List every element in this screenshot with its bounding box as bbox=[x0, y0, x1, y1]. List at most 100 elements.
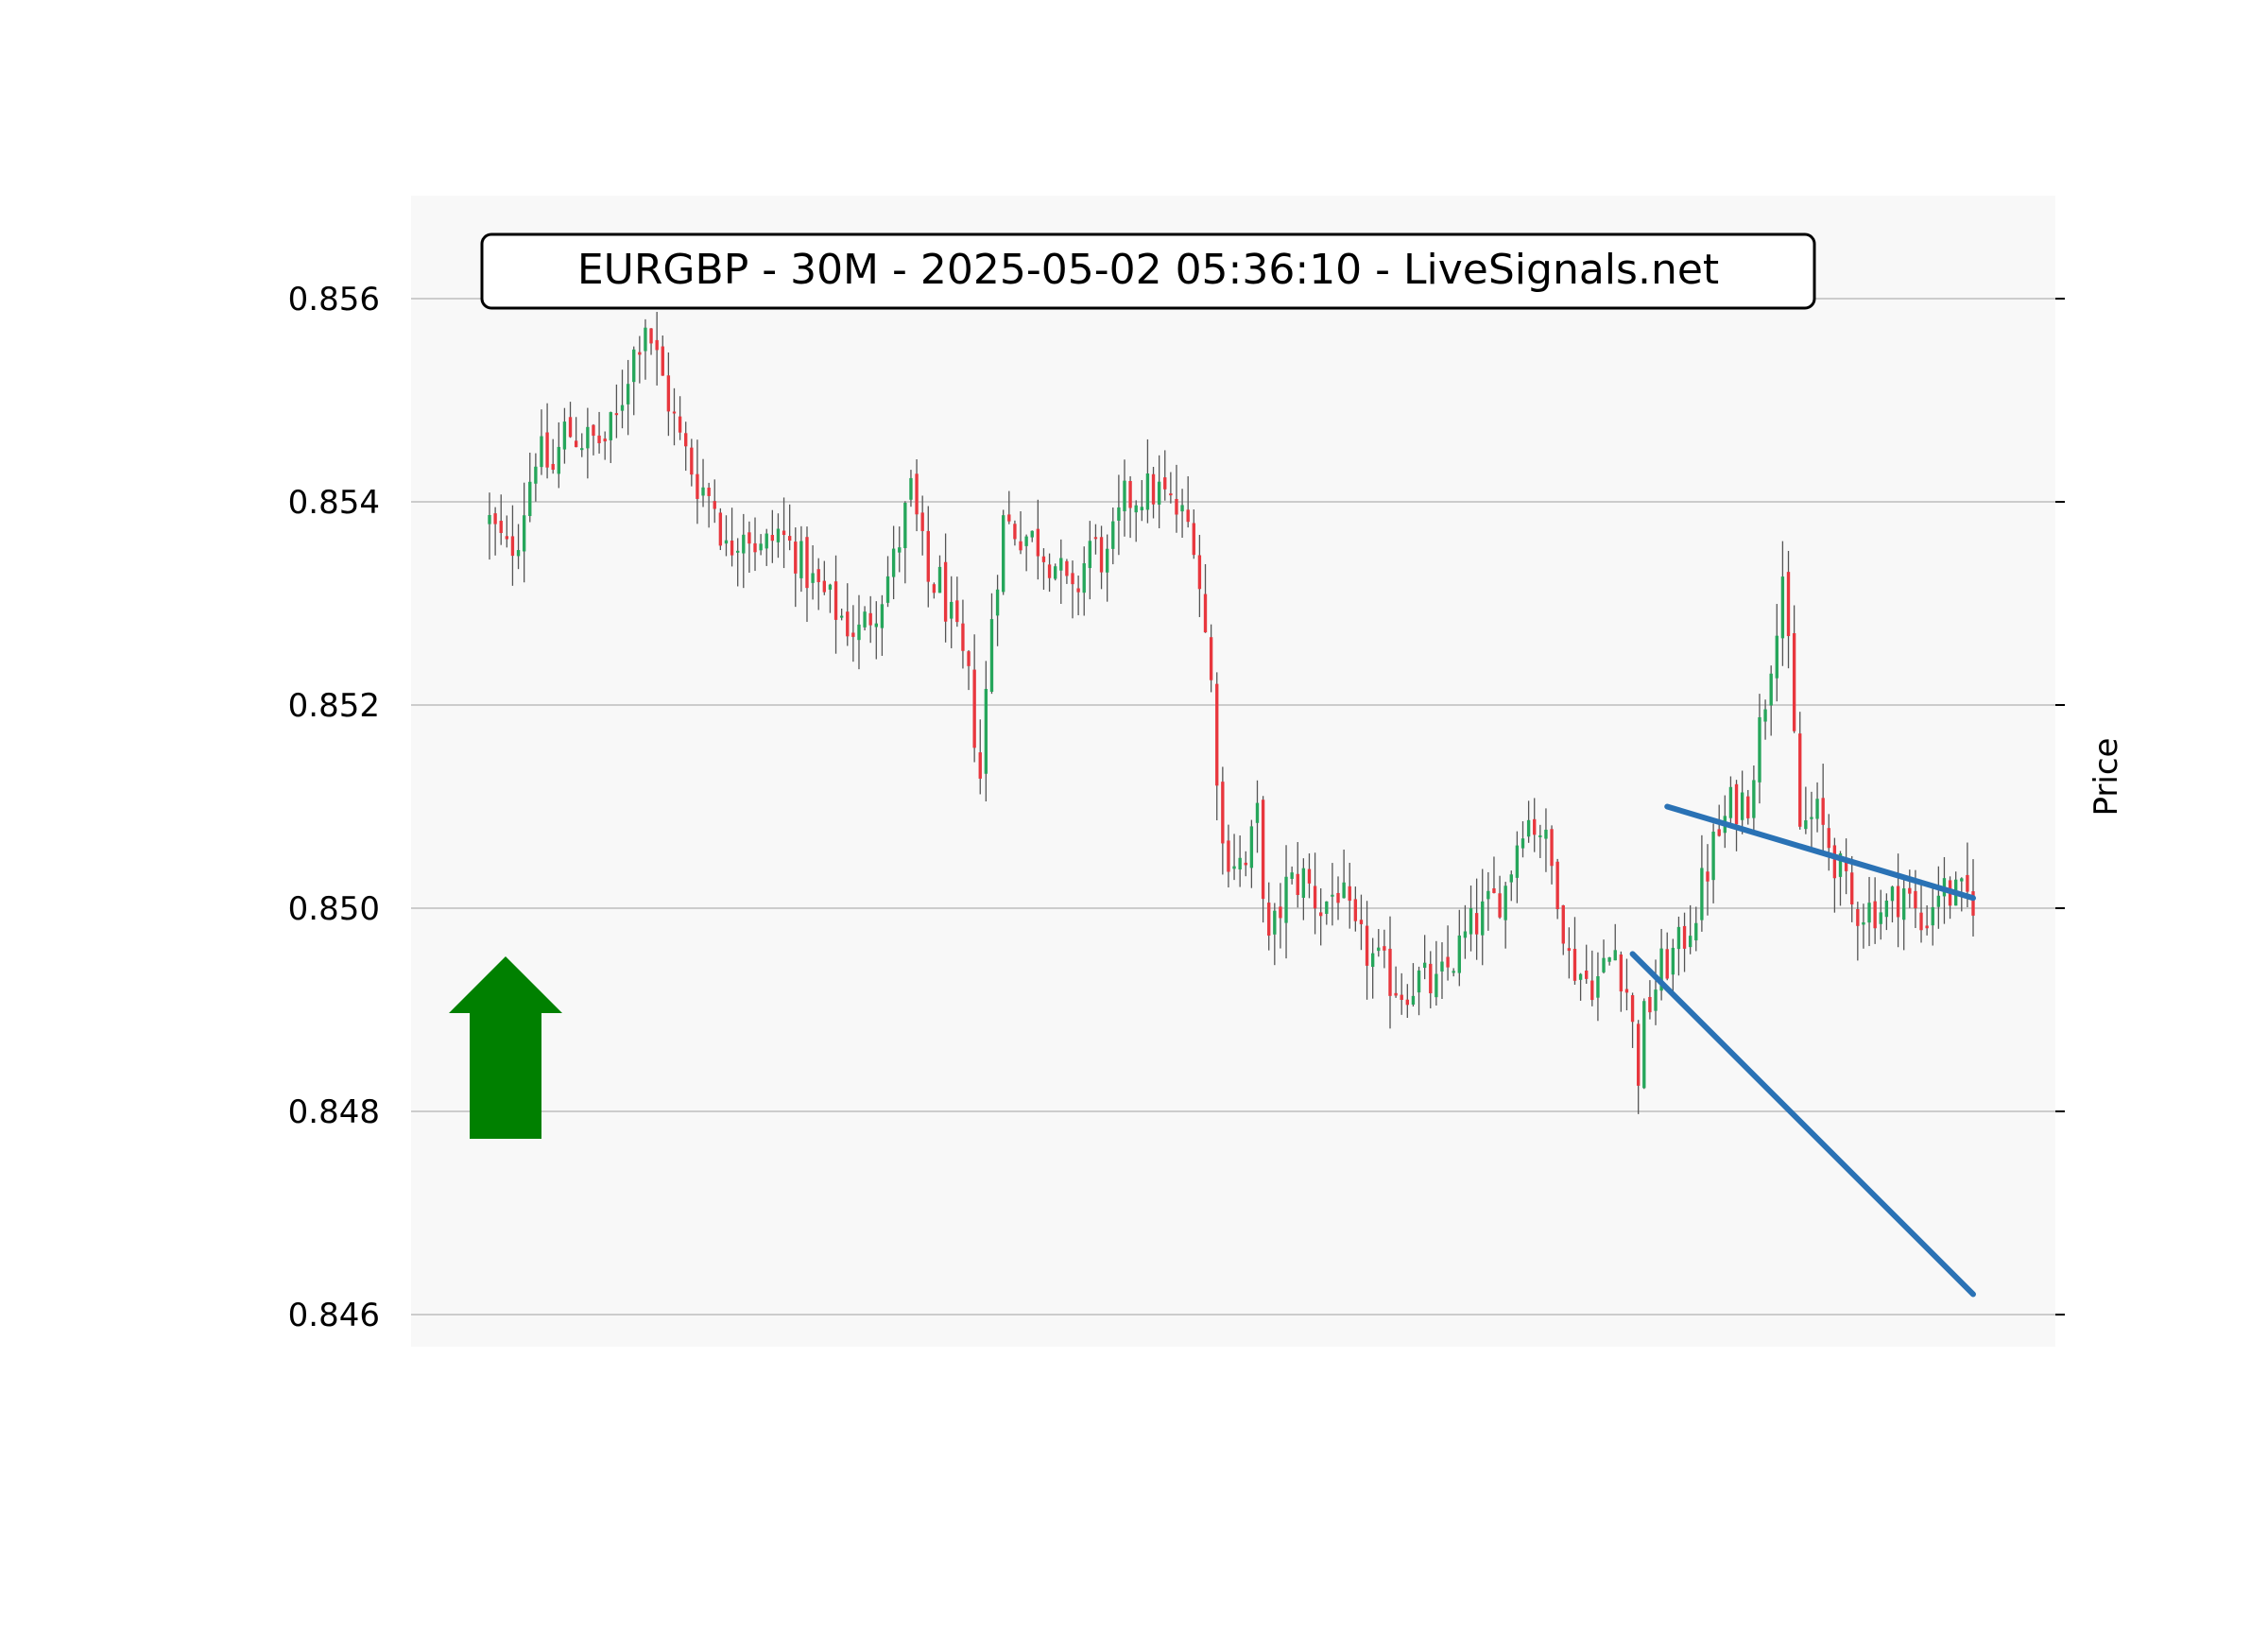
y-axis-label: Price bbox=[2088, 738, 2125, 817]
candle-down bbox=[972, 669, 976, 748]
candle-up bbox=[1180, 505, 1184, 512]
candle-down bbox=[505, 536, 509, 540]
candle-up bbox=[1486, 890, 1490, 900]
candle-down bbox=[1624, 989, 1629, 993]
candle-down bbox=[943, 561, 948, 622]
candle-down bbox=[1128, 480, 1132, 508]
candle-up bbox=[1290, 872, 1294, 879]
candle-up bbox=[903, 503, 907, 548]
candle-up bbox=[1342, 882, 1346, 899]
candle-down bbox=[1555, 861, 1559, 910]
candle-down bbox=[1019, 541, 1022, 551]
candle-up bbox=[1463, 931, 1468, 938]
candle-up bbox=[1325, 901, 1329, 914]
candle-up bbox=[632, 349, 636, 383]
candle-up bbox=[488, 514, 491, 525]
candle-down bbox=[1065, 560, 1069, 576]
candle-up bbox=[1002, 515, 1005, 593]
candle-up bbox=[1024, 536, 1028, 546]
candle-down bbox=[1383, 946, 1386, 951]
candle-down bbox=[1446, 956, 1450, 968]
candle-down bbox=[1821, 798, 1825, 825]
candle-down bbox=[851, 632, 855, 637]
candle-up bbox=[1578, 973, 1583, 980]
candle-down bbox=[1919, 912, 1923, 931]
candle-up bbox=[1931, 906, 1934, 926]
candle-down bbox=[1041, 556, 1046, 562]
candle-down bbox=[1850, 872, 1854, 905]
candle-up bbox=[557, 446, 560, 474]
candle-up bbox=[1740, 792, 1744, 820]
candle-up bbox=[765, 533, 768, 549]
candle-down bbox=[1832, 845, 1837, 879]
candle-up bbox=[609, 412, 612, 440]
candle-up bbox=[1140, 507, 1143, 511]
candle-down bbox=[568, 417, 573, 438]
candle-down bbox=[1071, 573, 1074, 585]
candle-up bbox=[909, 477, 913, 500]
candle-down bbox=[1561, 904, 1565, 944]
candle-down bbox=[1585, 971, 1589, 979]
candle-down bbox=[1827, 828, 1830, 849]
candle-up bbox=[1758, 716, 1761, 783]
candle-down bbox=[1307, 869, 1312, 884]
candle-up bbox=[620, 404, 625, 411]
candle-up bbox=[586, 426, 590, 449]
candle-up bbox=[1862, 921, 1865, 925]
candle-down bbox=[1013, 524, 1017, 540]
candle-down bbox=[1856, 909, 1860, 926]
candle-down bbox=[1244, 862, 1247, 866]
candle-down bbox=[967, 651, 971, 666]
y-tick-label: 0.848 bbox=[288, 1093, 380, 1131]
candle-up bbox=[1422, 962, 1427, 969]
candle-up bbox=[950, 601, 954, 619]
y-tick-label: 0.846 bbox=[288, 1297, 380, 1334]
candle-down bbox=[747, 532, 751, 544]
candle-up bbox=[1238, 857, 1242, 869]
candle-up bbox=[1654, 989, 1658, 1011]
candle-down bbox=[1336, 892, 1340, 903]
candle-up bbox=[1417, 970, 1421, 993]
candle-up bbox=[1694, 922, 1698, 941]
candle-up bbox=[1457, 935, 1461, 973]
candle-up bbox=[863, 611, 867, 628]
candle-up bbox=[1030, 530, 1034, 538]
candle-down bbox=[1746, 796, 1750, 818]
candle-up bbox=[891, 548, 896, 577]
candle-down bbox=[1971, 891, 1975, 916]
trendlines bbox=[1629, 803, 1976, 1298]
candle-down bbox=[1203, 593, 1208, 633]
candle-up bbox=[1440, 961, 1444, 972]
candle-down bbox=[1630, 995, 1635, 1023]
candle-up bbox=[562, 421, 567, 450]
candle-down bbox=[1365, 925, 1369, 966]
candle-up bbox=[1804, 820, 1808, 830]
candle-down bbox=[1798, 733, 1802, 827]
title-box-frame bbox=[480, 232, 1816, 310]
candle-down bbox=[1353, 899, 1358, 921]
candle-up bbox=[1602, 957, 1606, 972]
candle-down bbox=[1792, 633, 1796, 731]
candle-down bbox=[1076, 588, 1080, 593]
candle-up bbox=[1082, 563, 1086, 593]
candle-up bbox=[776, 528, 781, 542]
candle-up bbox=[874, 623, 878, 628]
candle-up bbox=[1752, 780, 1756, 818]
candle-down bbox=[770, 534, 775, 542]
candle-down bbox=[638, 352, 642, 355]
candle-up bbox=[1902, 888, 1906, 920]
candle-down bbox=[822, 580, 826, 593]
candle-up bbox=[839, 615, 844, 618]
candle-up bbox=[1671, 947, 1675, 975]
y-tick-label: 0.850 bbox=[288, 890, 380, 928]
candle-up bbox=[540, 436, 543, 468]
candle-up bbox=[1810, 817, 1813, 819]
candle-up bbox=[1411, 995, 1416, 1005]
candle-down bbox=[574, 440, 578, 448]
candle-down bbox=[1914, 890, 1917, 909]
candle-down bbox=[787, 536, 792, 542]
candle-down bbox=[1099, 537, 1104, 573]
candle-down bbox=[1186, 509, 1190, 523]
candle-down bbox=[684, 433, 688, 447]
candle-down bbox=[868, 612, 872, 626]
